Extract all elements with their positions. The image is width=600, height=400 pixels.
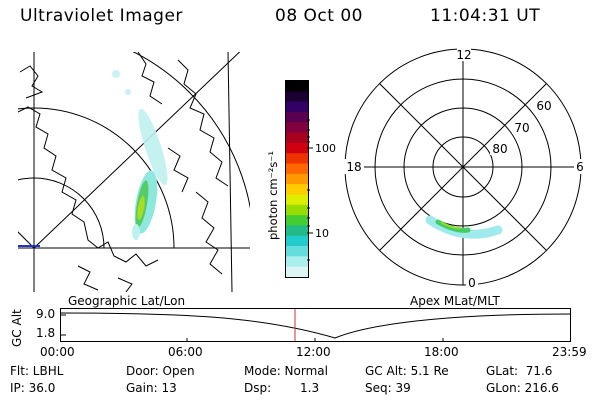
door-status: Door: Open bbox=[126, 364, 195, 378]
altitude-plot bbox=[60, 308, 572, 342]
seq-status: Seq: 39 bbox=[365, 381, 411, 395]
colorbar-band bbox=[286, 111, 308, 123]
mlt-label-0: 0 bbox=[468, 276, 476, 290]
colorbar-band bbox=[286, 163, 308, 175]
colorbar-band bbox=[286, 142, 308, 154]
mlat-label-70: 70 bbox=[514, 121, 529, 135]
mode-status: Mode: Normal bbox=[244, 364, 328, 378]
polar-plot: 12 18 6 0 60 70 80 bbox=[342, 48, 586, 290]
time-tick-0600: 06:00 bbox=[168, 345, 203, 359]
colorbar-band bbox=[286, 215, 308, 226]
colorbar-band bbox=[286, 132, 308, 144]
mlat-label-80: 80 bbox=[492, 142, 507, 156]
apex-label: Apex MLat/MLT bbox=[410, 294, 500, 308]
instrument-title: Ultraviolet Imager bbox=[20, 6, 183, 26]
altitude-ylabel: GC Alt bbox=[10, 309, 24, 347]
mlt-label-12: 12 bbox=[456, 48, 471, 62]
mlt-label-6: 6 bbox=[576, 160, 584, 174]
gain-status: Gain: 13 bbox=[126, 381, 177, 395]
colorbar-axis: 100 10 bbox=[307, 119, 336, 261]
colorbar-band bbox=[286, 204, 308, 216]
filter-status: Flt: LBHL bbox=[10, 364, 64, 378]
mlat-label-60: 60 bbox=[536, 99, 551, 113]
colorbar-band bbox=[286, 266, 308, 278]
colorbar bbox=[285, 80, 309, 278]
dsp-label: Dsp: bbox=[244, 381, 272, 395]
time-tick-1200: 12:00 bbox=[296, 345, 331, 359]
geographic-label: Geographic Lat/Lon bbox=[68, 294, 186, 308]
colorbar-band bbox=[286, 235, 308, 247]
time-label: 11:04:31 UT bbox=[430, 6, 541, 26]
mlt-label-18: 18 bbox=[346, 160, 361, 174]
colorbar-tick-10: 10 bbox=[315, 227, 329, 240]
altitude-ytick-1-8: 1.8 bbox=[36, 326, 56, 340]
colorbar-unit-label: photon cm⁻²s⁻¹ bbox=[266, 151, 280, 240]
glat-status: GLat: 71.6 bbox=[486, 364, 553, 378]
time-tick-2359: 23:59 bbox=[552, 345, 587, 359]
dsp-value: 1.3 bbox=[300, 381, 320, 395]
colorbar-band bbox=[286, 246, 308, 257]
colorbar-band bbox=[286, 256, 308, 268]
date-label: 08 Oct 00 bbox=[275, 6, 363, 26]
colorbar-band bbox=[286, 225, 308, 237]
ip-status: IP: 36.0 bbox=[10, 381, 56, 395]
colorbar-band bbox=[286, 194, 308, 206]
glon-status: GLon: 216.6 bbox=[486, 381, 559, 395]
colorbar-tick-100: 100 bbox=[315, 142, 336, 155]
colorbar-band bbox=[286, 173, 308, 185]
colorbar-band bbox=[286, 81, 308, 92]
colorbar-band bbox=[286, 101, 308, 113]
colorbar-band bbox=[286, 122, 308, 134]
gc-alt-status: GC Alt: 5.1 Re bbox=[365, 364, 449, 378]
colorbar-band bbox=[286, 153, 308, 165]
colorbar-band bbox=[286, 91, 308, 103]
altitude-ytick-9: 9.0 bbox=[36, 307, 56, 321]
colorbar-band bbox=[286, 184, 308, 195]
geographic-map bbox=[18, 52, 250, 292]
colorbar-gradient bbox=[286, 81, 308, 278]
time-tick-0000: 00:00 bbox=[40, 345, 75, 359]
time-tick-1800: 18:00 bbox=[424, 345, 459, 359]
